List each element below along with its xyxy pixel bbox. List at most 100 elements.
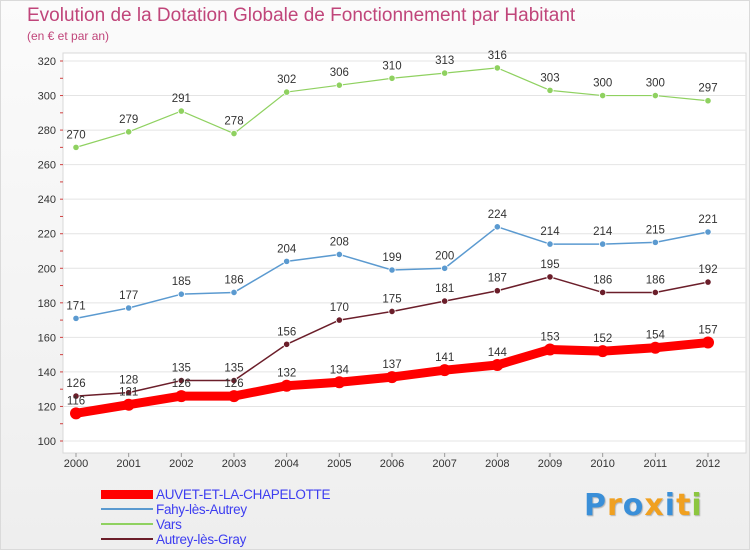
data-label: 195	[540, 259, 559, 271]
y-tick-label: 140	[38, 367, 56, 379]
data-label: 316	[488, 50, 507, 62]
data-label: 128	[119, 375, 138, 387]
y-tick-label: 240	[38, 194, 56, 206]
data-label: 300	[593, 78, 612, 90]
data-point	[230, 129, 238, 138]
data-label: 221	[698, 214, 717, 226]
data-label: 297	[698, 83, 717, 95]
data-label: 141	[435, 352, 454, 364]
data-point	[704, 228, 712, 236]
y-tick-label: 200	[38, 263, 56, 275]
data-point	[283, 257, 291, 265]
data-point	[704, 97, 712, 105]
data-label: 214	[593, 226, 613, 238]
data-label: 291	[172, 93, 191, 105]
logo-letter: t	[676, 488, 692, 523]
data-point	[72, 392, 80, 400]
legend-label: Vars	[156, 517, 182, 532]
data-point	[228, 390, 240, 403]
data-point	[596, 345, 609, 358]
data-point	[335, 81, 343, 89]
data-point	[544, 343, 556, 356]
data-point	[125, 304, 133, 312]
data-point	[546, 86, 554, 94]
x-tick-label: 2011	[644, 458, 668, 470]
x-tick-label: 2002	[169, 458, 193, 470]
data-label: 200	[435, 250, 454, 262]
data-point	[649, 341, 662, 354]
data-label: 177	[119, 290, 138, 302]
data-label: 300	[646, 78, 665, 90]
data-label: 157	[698, 325, 717, 337]
logo-letter: r	[607, 488, 623, 523]
x-tick-label: 2000	[64, 458, 88, 470]
data-label: 171	[66, 300, 85, 312]
data-label: 126	[66, 378, 85, 390]
data-point	[177, 107, 185, 115]
data-label: 278	[224, 116, 243, 128]
data-point	[230, 376, 238, 385]
data-point	[70, 407, 82, 420]
legend-label: AUVET-ET-LA-CHAPELOTTE	[156, 487, 331, 502]
data-label: 137	[382, 359, 401, 371]
data-label: 208	[330, 236, 349, 248]
data-point	[283, 88, 291, 96]
y-tick-label: 260	[38, 160, 56, 172]
chart-title: Evolution de la Dotation Globale de Fonc…	[27, 5, 576, 26]
data-point	[438, 364, 451, 377]
data-label: 302	[277, 74, 296, 86]
data-label: 303	[540, 72, 559, 84]
data-label: 144	[488, 347, 508, 359]
data-point	[651, 91, 659, 100]
data-label: 135	[172, 363, 191, 375]
data-label: 126	[224, 378, 243, 390]
data-label: 154	[646, 330, 666, 342]
y-tick-label: 180	[38, 298, 56, 310]
data-point	[125, 128, 133, 136]
data-label: 204	[277, 243, 297, 255]
data-label: 134	[330, 364, 350, 376]
data-point	[122, 398, 135, 411]
logo-letter: i	[691, 488, 703, 523]
data-point	[230, 288, 238, 297]
x-tick-label: 2003	[222, 458, 246, 470]
x-tick-label: 2012	[696, 458, 720, 470]
data-point	[441, 69, 449, 77]
data-label: 224	[488, 209, 508, 221]
legend-label: Autrey-lès-Gray	[156, 532, 247, 547]
data-label: 126	[172, 378, 191, 390]
logo-letter: i	[664, 488, 677, 523]
data-label: 306	[330, 67, 349, 79]
data-label: 181	[435, 283, 454, 295]
x-tick-label: 2010	[590, 458, 614, 470]
data-point	[125, 389, 133, 397]
data-point	[72, 314, 80, 322]
data-label: 313	[435, 55, 454, 67]
data-label: 199	[382, 252, 401, 264]
data-point	[702, 336, 714, 349]
logo-letter: P	[584, 488, 607, 523]
y-tick-label: 160	[38, 332, 56, 344]
data-point	[335, 316, 343, 324]
data-point	[72, 143, 80, 151]
data-point	[441, 297, 449, 305]
data-point	[493, 64, 501, 72]
legend-swatch	[101, 538, 153, 540]
data-point	[333, 376, 346, 389]
x-tick-label: 2001	[116, 458, 140, 470]
y-tick-label: 100	[38, 436, 56, 448]
data-point	[441, 264, 449, 272]
x-tick-label: 2008	[485, 458, 509, 470]
plot-area	[62, 52, 747, 454]
legend-swatch	[101, 508, 153, 510]
chart-subtitle: (en € et par an)	[27, 29, 110, 43]
data-label: 135	[224, 363, 243, 375]
data-label: 153	[540, 331, 559, 343]
logo-letter: o	[622, 488, 645, 523]
data-point	[280, 379, 293, 392]
data-point	[177, 290, 185, 298]
data-point	[388, 307, 396, 316]
data-label: 214	[540, 226, 560, 238]
data-point	[546, 240, 554, 248]
